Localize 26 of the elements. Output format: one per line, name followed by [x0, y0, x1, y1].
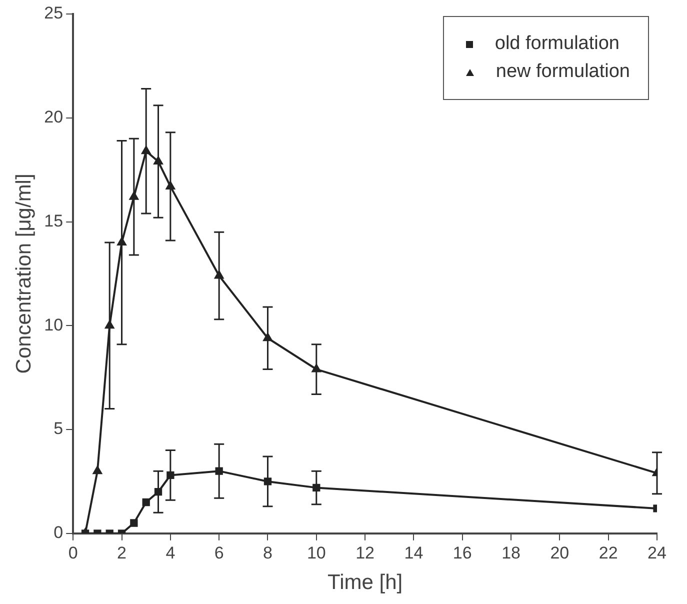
legend-label: old formulation	[494, 33, 620, 55]
x-tick-label: 2	[117, 543, 126, 562]
x-tick-label: 24	[648, 543, 666, 562]
x-tick-label: 0	[68, 543, 78, 562]
x-tick-label: 6	[214, 543, 224, 562]
x-tick-label: 22	[598, 543, 618, 562]
x-tick-label: 4	[166, 543, 176, 562]
point	[92, 466, 102, 474]
x-tick-label: 20	[550, 543, 570, 562]
y-tick-label: 0	[54, 523, 64, 542]
y-tick-label: 15	[44, 211, 64, 230]
y-tick-label: 25	[44, 4, 64, 23]
x-tick-label: 18	[502, 543, 520, 562]
x-tick-label: 8	[263, 543, 272, 562]
point	[142, 498, 150, 506]
y-axis-title: Concentration [μg/ml]	[12, 174, 36, 374]
y-tick-label: 5	[54, 419, 64, 438]
x-tick-label: 14	[404, 543, 424, 562]
y-tick-label: 20	[44, 108, 64, 127]
x-tick-label: 16	[452, 543, 472, 562]
y-tick-label: 10	[44, 315, 64, 334]
point	[130, 519, 138, 527]
x-tick-label: 12	[356, 543, 375, 562]
legend-label: new formulation	[496, 61, 630, 83]
x-tick-label: 10	[306, 543, 326, 562]
x-axis-title: Time [h]	[328, 571, 403, 594]
